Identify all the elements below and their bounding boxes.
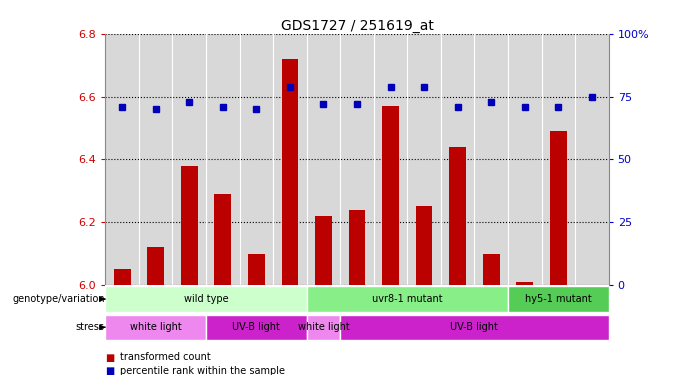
Bar: [516, 282, 533, 285]
Bar: [483, 254, 500, 285]
Bar: [415, 207, 432, 285]
Text: uvr8-1 mutant: uvr8-1 mutant: [372, 294, 443, 304]
Text: UV-B light: UV-B light: [233, 322, 280, 332]
Bar: [248, 254, 265, 285]
Bar: [340, 315, 609, 340]
Bar: [181, 166, 198, 285]
Bar: [382, 106, 399, 285]
Bar: [148, 248, 164, 285]
Text: wild type: wild type: [184, 294, 228, 304]
Text: stress: stress: [75, 322, 105, 332]
Bar: [550, 131, 566, 285]
Bar: [508, 286, 609, 312]
Bar: [349, 210, 365, 285]
Bar: [206, 315, 307, 340]
Bar: [307, 286, 508, 312]
Bar: [307, 315, 340, 340]
Bar: [449, 147, 466, 285]
Text: hy5-1 mutant: hy5-1 mutant: [525, 294, 592, 304]
Bar: [114, 269, 131, 285]
Bar: [315, 216, 332, 285]
Bar: [105, 315, 206, 340]
Text: percentile rank within the sample: percentile rank within the sample: [120, 366, 286, 375]
Bar: [105, 286, 307, 312]
Text: UV-B light: UV-B light: [450, 322, 498, 332]
Bar: [214, 194, 231, 285]
Text: white light: white light: [298, 322, 350, 332]
Text: ■: ■: [105, 366, 115, 375]
Title: GDS1727 / 251619_at: GDS1727 / 251619_at: [281, 19, 433, 33]
Text: white light: white light: [130, 322, 182, 332]
Text: genotype/variation: genotype/variation: [12, 294, 105, 304]
Bar: [282, 59, 299, 285]
Text: transformed count: transformed count: [120, 352, 211, 363]
Text: ■: ■: [105, 352, 115, 363]
